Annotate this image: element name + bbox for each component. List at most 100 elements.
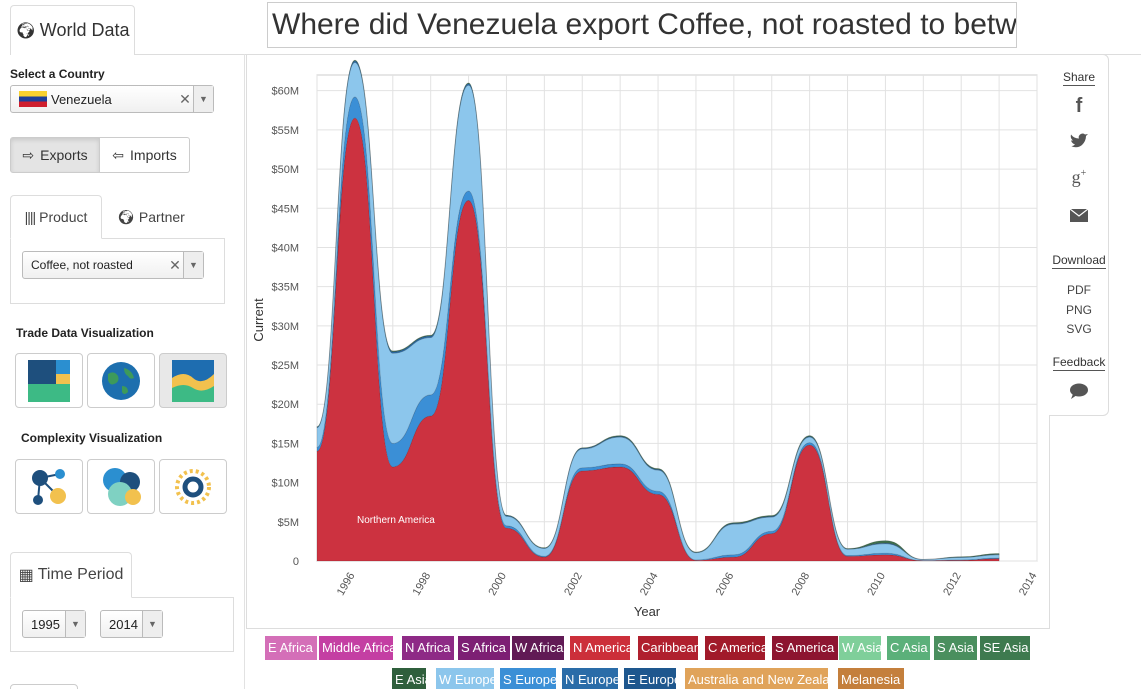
download-pdf-link[interactable]: PDF bbox=[1067, 283, 1091, 297]
legend-item[interactable]: W Africa bbox=[512, 636, 564, 660]
page-title: Where did Venezuela export Coffee, not r… bbox=[267, 2, 1017, 48]
legend-item[interactable]: C Asia bbox=[887, 636, 930, 660]
google-plus-glyph: g+ bbox=[1071, 167, 1087, 187]
product-space-viz-button[interactable] bbox=[159, 459, 227, 514]
exports-button[interactable]: ⇨ Exports bbox=[10, 137, 100, 173]
legend-item[interactable]: S America bbox=[772, 636, 838, 660]
chevron-down-icon[interactable]: ▼ bbox=[142, 611, 162, 637]
email-icon[interactable] bbox=[1049, 209, 1109, 222]
legend-item[interactable]: S Africa bbox=[458, 636, 510, 660]
feedback-heading: Feedback bbox=[1049, 355, 1109, 371]
download-heading: Download bbox=[1049, 253, 1109, 269]
end-year-select[interactable]: 2014 ▼ bbox=[100, 610, 163, 638]
area-n-europe[interactable] bbox=[316, 60, 1000, 560]
tab-time-period[interactable]: ▦ Time Period bbox=[10, 552, 132, 598]
chart-areas bbox=[316, 59, 1000, 562]
share-panel: Share f g+ Download PDF PNG SVG Feedback bbox=[1049, 54, 1109, 416]
download-svg-link[interactable]: SVG bbox=[1066, 322, 1092, 336]
legend-item[interactable]: S Asia bbox=[934, 636, 977, 660]
legend-item[interactable]: E Asia bbox=[392, 668, 426, 689]
world-data-tab[interactable]: 🌍︎ World Data bbox=[10, 5, 135, 55]
complexity-viz-label: Complexity Visualization bbox=[21, 431, 163, 445]
country-value: Venezuela bbox=[51, 91, 112, 107]
legend-item[interactable]: S Europe bbox=[500, 668, 556, 689]
bubbles-icon bbox=[103, 467, 141, 506]
y-tick-label: $60M bbox=[271, 86, 299, 98]
product-select[interactable]: Coffee, not roasted ✕ ▼ bbox=[22, 251, 204, 279]
y-tick-label: $55M bbox=[271, 125, 299, 137]
twitter-bird-icon bbox=[1070, 133, 1088, 148]
globe-icon: 🌍︎ bbox=[15, 22, 36, 40]
chevron-down-icon[interactable]: ▼ bbox=[65, 611, 85, 637]
y-tick-label: 0 bbox=[293, 556, 299, 568]
clear-icon[interactable]: ✕ bbox=[169, 256, 181, 273]
legend-item[interactable]: Middle Africa bbox=[319, 636, 393, 660]
tab-partner-label: Partner bbox=[138, 209, 185, 225]
stacked-area-icon bbox=[172, 359, 214, 402]
country-label: Select a Country bbox=[10, 67, 105, 81]
y-tick-label: $50M bbox=[271, 164, 299, 176]
area-s-europe[interactable] bbox=[316, 96, 1000, 562]
area-e-asia[interactable] bbox=[316, 59, 1000, 560]
y-tick-label: $15M bbox=[271, 438, 299, 450]
chevron-down-icon[interactable]: ▼ bbox=[183, 252, 203, 278]
exports-label: Exports bbox=[40, 147, 88, 163]
legend-item[interactable]: C America bbox=[705, 636, 765, 660]
legend-item[interactable]: E Africa bbox=[265, 636, 317, 660]
legend-item[interactable]: SE Asia bbox=[980, 636, 1030, 660]
twitter-icon[interactable] bbox=[1049, 133, 1109, 149]
legend-item[interactable]: Australia and New Zealand bbox=[685, 668, 828, 689]
legend-item[interactable]: W Asia bbox=[839, 636, 881, 660]
venezuela-flag-icon bbox=[19, 91, 47, 107]
y-tick-label: $20M bbox=[271, 399, 299, 411]
speech-bubble-icon bbox=[1070, 383, 1088, 399]
x-axis-ticks: 1996 1998 2000 2002 2004 2006 2008 2010 2012 2014 bbox=[335, 571, 1040, 598]
facebook-icon[interactable]: f bbox=[1049, 95, 1109, 118]
start-year-select[interactable]: 1995 ▼ bbox=[22, 610, 86, 638]
x-axis-label: Year bbox=[634, 604, 661, 619]
feedback-heading-text: Feedback bbox=[1052, 355, 1106, 371]
treemap-viz-button[interactable] bbox=[15, 353, 83, 408]
legend-item[interactable]: Melanesia bbox=[838, 668, 904, 689]
world-data-label: World Data bbox=[39, 20, 130, 40]
y-tick-label: $5M bbox=[278, 517, 299, 529]
sidebar bbox=[0, 54, 245, 689]
barcode-icon: |||| bbox=[24, 209, 37, 225]
clear-icon[interactable]: ✕ bbox=[179, 90, 191, 107]
comment-icon[interactable] bbox=[1049, 383, 1109, 399]
tab-product-label: Product bbox=[39, 209, 88, 225]
legend-item[interactable]: W Europe bbox=[436, 668, 494, 689]
top-divider bbox=[135, 54, 1141, 55]
export-icon: ⇨ bbox=[22, 146, 35, 163]
x-tick-label: 1996 bbox=[335, 571, 358, 598]
rings-viz-button[interactable] bbox=[87, 459, 155, 514]
end-year-value: 2014 bbox=[109, 616, 138, 632]
treemap-icon bbox=[28, 359, 70, 402]
google-plus-icon[interactable]: g+ bbox=[1049, 167, 1109, 188]
time-period-label: Time Period bbox=[37, 566, 124, 583]
network-viz-button[interactable] bbox=[15, 459, 83, 514]
chevron-down-icon[interactable]: ▼ bbox=[193, 86, 213, 112]
ring-icon bbox=[175, 468, 211, 505]
country-select[interactable]: Venezuela ✕ ▼ bbox=[10, 85, 214, 113]
tab-product[interactable]: |||| Product bbox=[10, 195, 102, 239]
imports-button[interactable]: ⇦ Imports bbox=[100, 137, 190, 173]
product-value: Coffee, not roasted bbox=[31, 258, 133, 272]
page-title-text: Where did Venezuela export Coffee, not r… bbox=[272, 8, 1017, 41]
legend-item[interactable]: N Africa bbox=[402, 636, 454, 660]
y-tick-label: $35M bbox=[271, 282, 299, 294]
y-tick-label: $45M bbox=[271, 203, 299, 215]
download-png-link[interactable]: PNG bbox=[1065, 303, 1092, 317]
y-axis-ticks: 0 $5M $10M $15M $20M $25M $30M $35M $40M $45M $50M… bbox=[271, 86, 299, 568]
legend-item[interactable]: N Europe bbox=[562, 668, 618, 689]
legend-item[interactable]: Caribbean bbox=[638, 636, 698, 660]
legend-item[interactable]: E Europe bbox=[624, 668, 676, 689]
map-viz-button[interactable] bbox=[87, 353, 155, 408]
chart-annotation: Northern America bbox=[357, 515, 435, 526]
bottom-tab-stub[interactable] bbox=[10, 684, 78, 689]
tab-partner[interactable]: 🌍︎ Partner bbox=[110, 195, 192, 239]
stacked-viz-button[interactable] bbox=[159, 353, 227, 408]
x-tick-label: 2006 bbox=[714, 571, 737, 598]
legend-item[interactable]: N America bbox=[570, 636, 630, 660]
share-heading-text: Share bbox=[1062, 70, 1096, 86]
